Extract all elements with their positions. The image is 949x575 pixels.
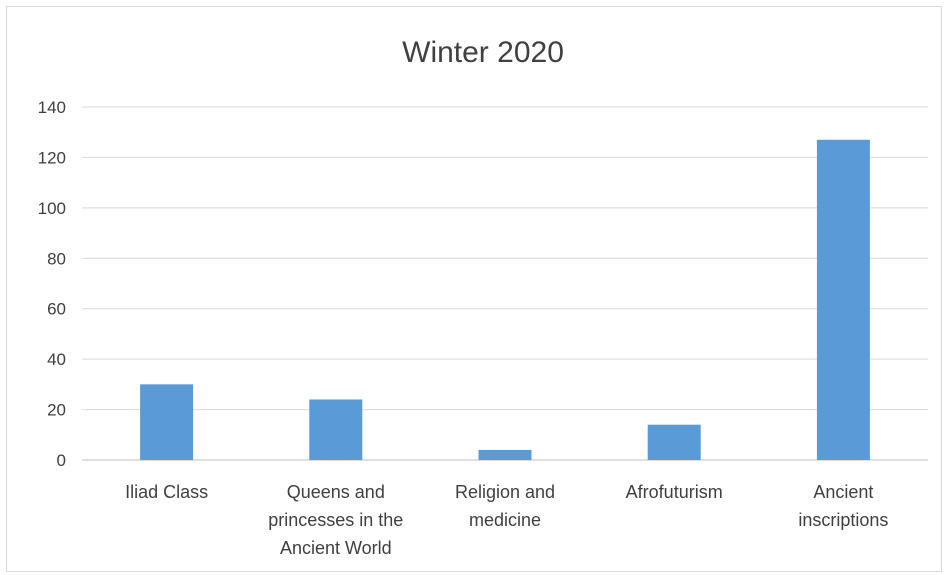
y-tick-label: 60: [47, 300, 66, 319]
chart-title: Winter 2020: [402, 36, 564, 69]
x-category-label: Afrofuturism: [626, 482, 723, 502]
bar: [309, 399, 362, 460]
x-category-label-line: medicine: [469, 510, 541, 530]
x-category-label-line: inscriptions: [798, 510, 888, 530]
x-category-label: Queens and princesses in the Ancient World: [268, 482, 403, 558]
x-axis-categories: Iliad Class Queens and princesses in the An…: [125, 482, 888, 558]
gridlines: [82, 107, 928, 460]
y-axis-ticks: 0 20 40 60 80 100 120 140: [38, 98, 66, 470]
bars: [140, 140, 870, 460]
x-category-label-line: Religion and: [455, 482, 555, 502]
bar: [817, 140, 870, 460]
x-category-label-line: Queens and: [287, 482, 385, 502]
x-category-label-line: Ancient: [813, 482, 873, 502]
y-tick-label: 0: [57, 451, 66, 470]
x-category-label: Iliad Class: [125, 482, 208, 502]
y-tick-label: 20: [47, 401, 66, 420]
x-category-label-line: Afrofuturism: [626, 482, 723, 502]
x-category-label-line: princesses in the: [268, 510, 403, 530]
bar: [479, 450, 532, 460]
y-tick-label: 120: [38, 148, 66, 167]
y-tick-label: 80: [47, 249, 66, 268]
y-tick-label: 140: [38, 98, 66, 117]
x-category-label-line: Iliad Class: [125, 482, 208, 502]
x-category-label: Religion and medicine: [455, 482, 555, 530]
y-tick-label: 40: [47, 350, 66, 369]
x-category-label: Ancient inscriptions: [798, 482, 888, 530]
y-tick-label: 100: [38, 199, 66, 218]
bar: [648, 425, 701, 460]
bar: [140, 384, 193, 460]
x-category-label-line: Ancient World: [280, 538, 392, 558]
